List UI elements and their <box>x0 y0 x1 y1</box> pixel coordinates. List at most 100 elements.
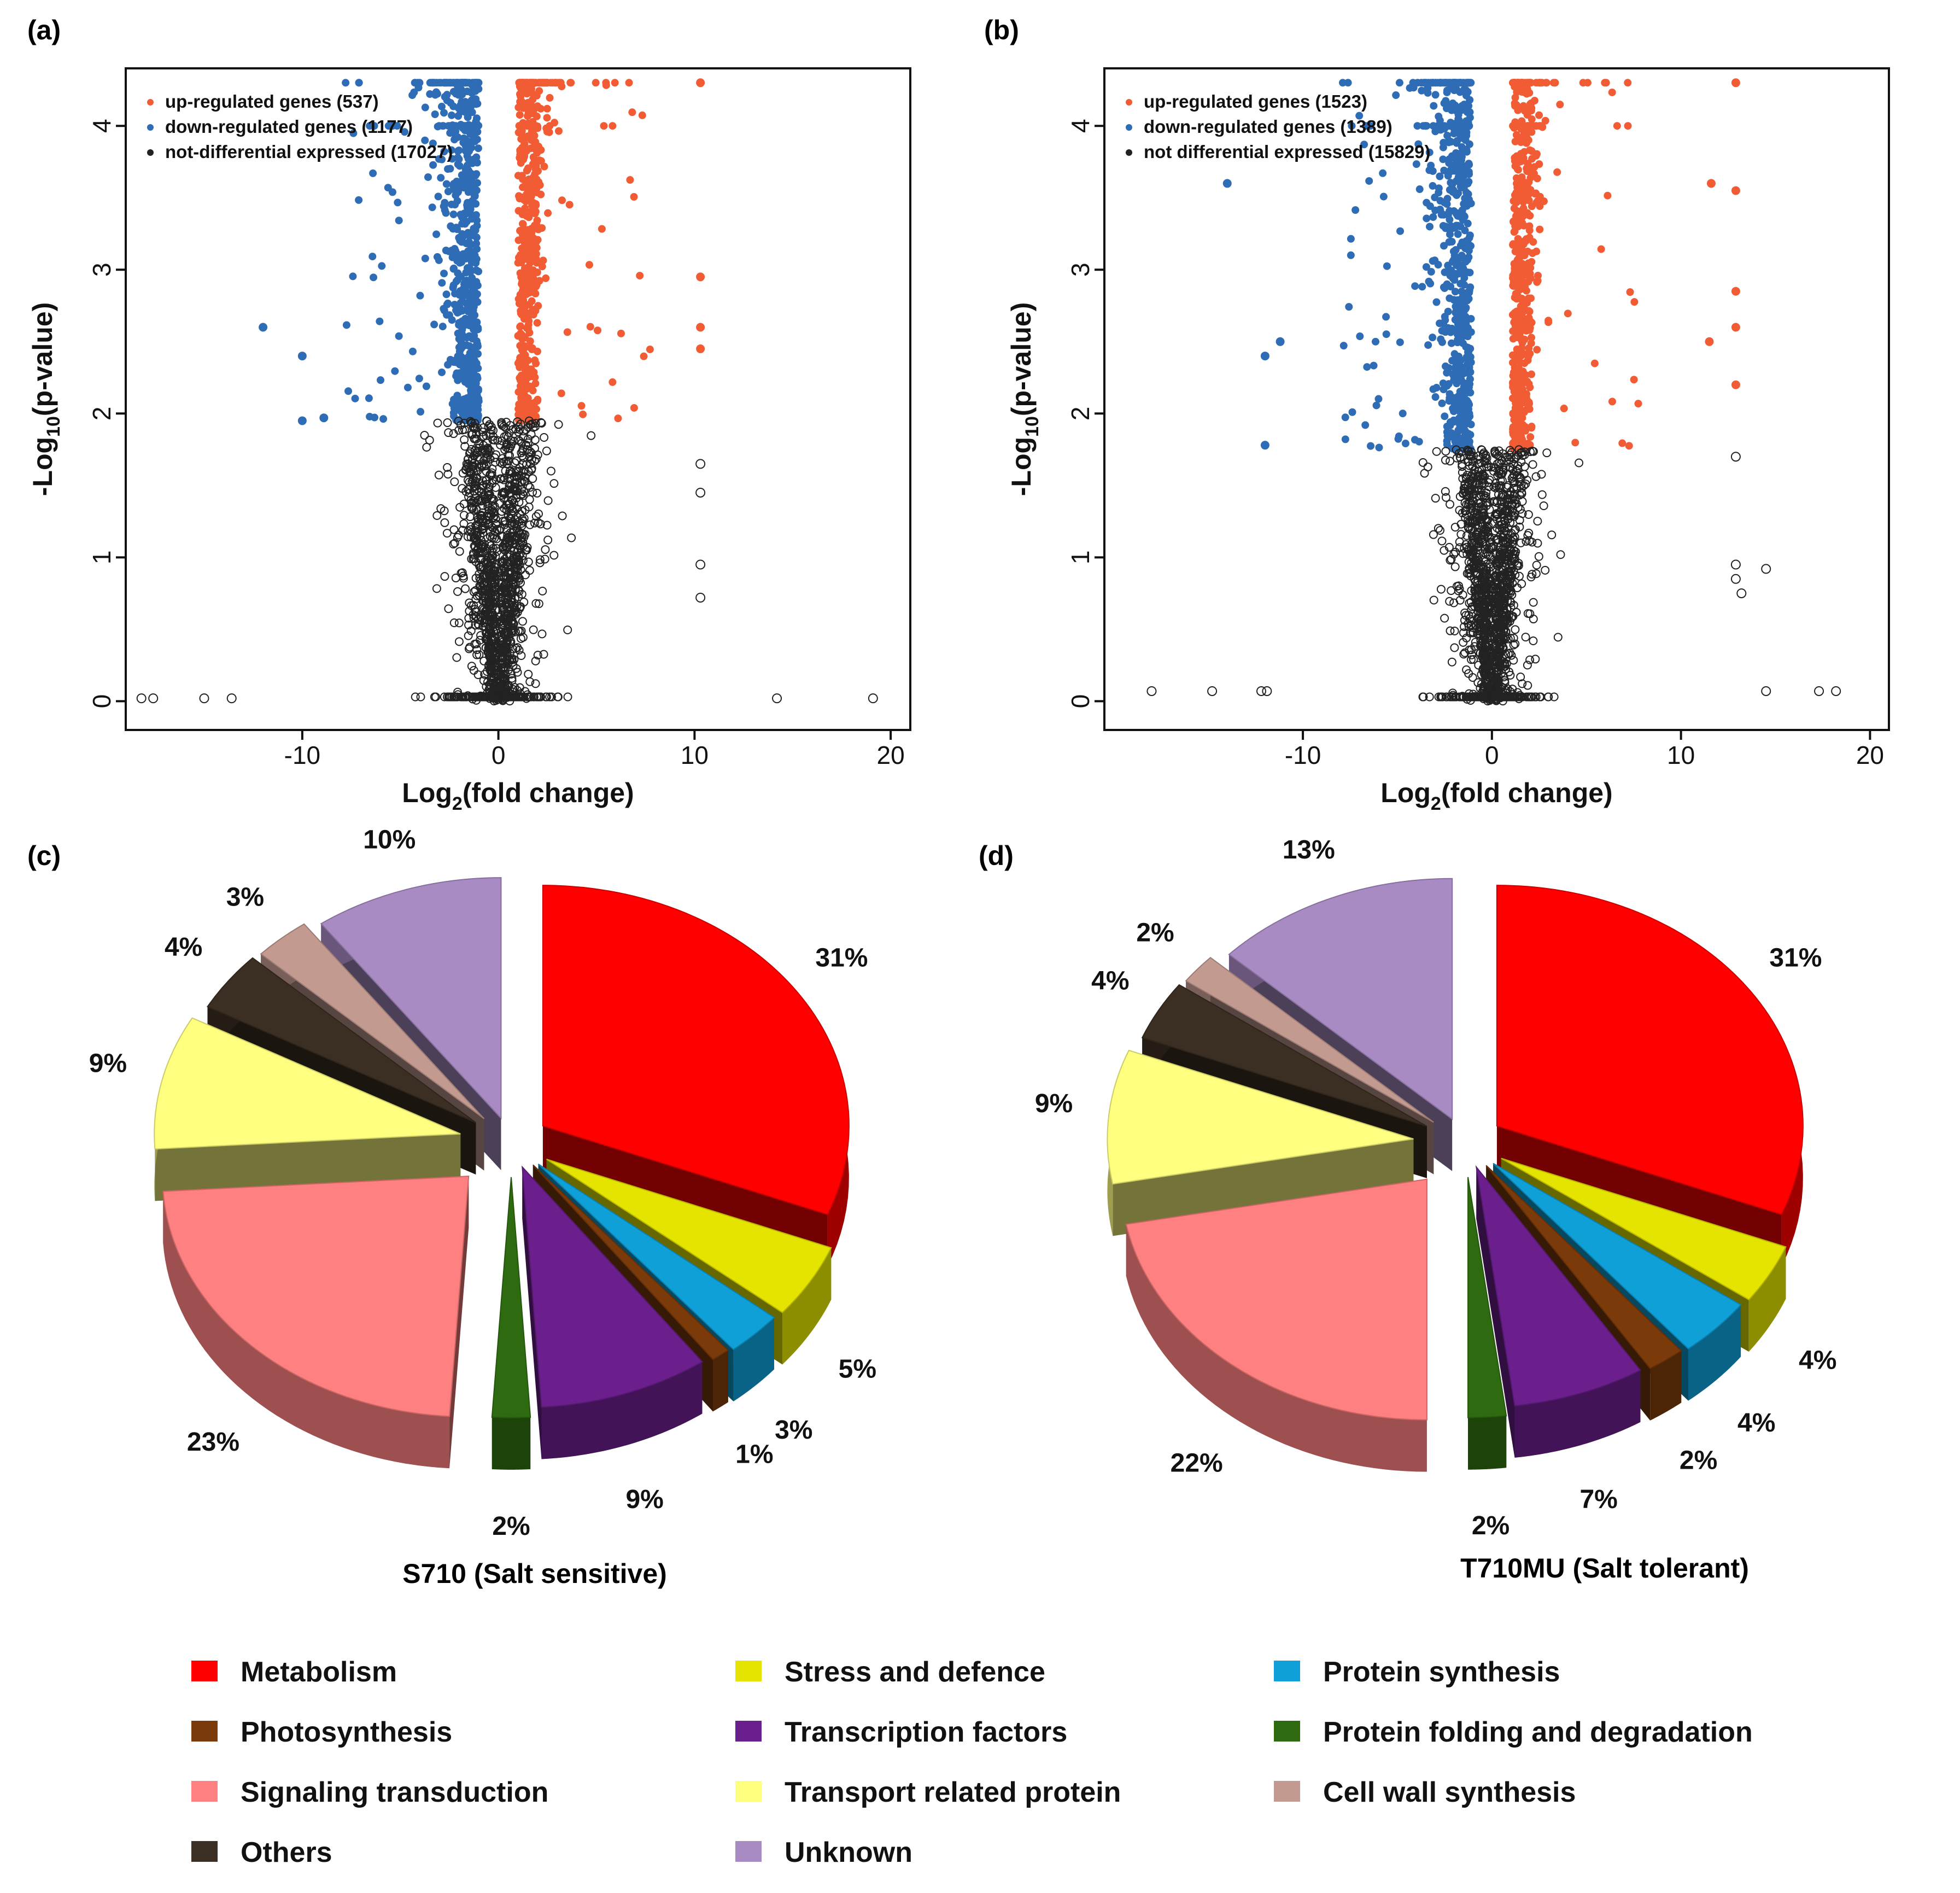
down-regulated-point <box>1464 88 1472 96</box>
down-regulated-point <box>1460 407 1468 415</box>
not-differential-point <box>538 586 547 595</box>
down-regulated-point <box>349 129 358 137</box>
down-regulated-point <box>458 220 466 228</box>
down-regulated-point <box>1447 328 1455 336</box>
up-regulated-point <box>1519 372 1528 380</box>
down-regulated-point <box>440 109 448 117</box>
up-regulated-point <box>636 272 644 280</box>
not-differential-point <box>485 651 494 660</box>
not-differential-point <box>506 627 516 636</box>
down-regulated-point <box>454 269 462 277</box>
not-differential-point <box>454 530 463 540</box>
not-differential-point <box>1450 643 1459 652</box>
down-regulated-point <box>438 323 447 331</box>
down-regulated-point <box>1345 303 1353 311</box>
up-regulated-point <box>1533 278 1541 286</box>
down-regulated-point <box>468 274 476 282</box>
up-regulated-point <box>585 261 593 269</box>
not-differential-point <box>478 446 487 455</box>
outlier-point <box>297 416 307 425</box>
down-regulated-point <box>472 239 481 248</box>
down-regulated-point <box>414 84 423 92</box>
not-differential-point <box>545 692 554 702</box>
down-regulated-point <box>1444 211 1452 219</box>
up-regulated-point <box>527 406 535 414</box>
not-differential-point <box>483 519 493 529</box>
down-regulated-point <box>1465 170 1473 178</box>
down-regulated-point <box>470 402 478 410</box>
not-differential-point <box>510 508 519 517</box>
down-regulated-point <box>379 415 388 423</box>
down-regulated-point <box>1347 251 1355 259</box>
up-regulated-point <box>1597 245 1605 253</box>
down-regulated-point <box>1413 122 1421 130</box>
down-regulated-point <box>461 98 470 106</box>
down-regulated-point <box>435 256 443 264</box>
up-regulated-point <box>625 79 633 87</box>
not-differential-point <box>483 692 492 702</box>
down-regulated-point <box>469 185 477 193</box>
not-differential-point <box>481 454 490 463</box>
not-differential-point <box>462 692 471 702</box>
up-regulated-point <box>1513 420 1521 429</box>
up-regulated-point <box>1528 104 1536 112</box>
not-differential-point <box>543 496 553 505</box>
not-differential-point <box>454 425 464 435</box>
down-regulated-point <box>470 407 478 416</box>
not-differential-point <box>474 621 483 630</box>
not-differential-point <box>506 528 515 537</box>
up-regulated-point <box>545 128 553 136</box>
up-regulated-point <box>518 278 526 286</box>
not-differential-point <box>493 547 502 556</box>
down-regulated-point <box>442 247 450 255</box>
outlier-point <box>297 352 307 361</box>
up-regulated-point <box>579 410 587 418</box>
not-differential-point <box>541 692 551 702</box>
down-regulated-point <box>1442 362 1450 370</box>
not-differential-point <box>511 559 520 569</box>
up-regulated-point <box>522 145 530 154</box>
not-differential-point <box>513 668 522 677</box>
down-regulated-point <box>1446 238 1454 246</box>
up-regulated-point <box>526 369 535 377</box>
not-differential-point <box>422 442 431 452</box>
down-regulated-point <box>441 93 449 101</box>
up-regulated-point <box>1513 212 1522 220</box>
not-differential-point <box>506 692 516 702</box>
up-regulated-point <box>1525 307 1533 315</box>
not-differential-point <box>539 650 548 659</box>
down-regulated-point <box>463 166 471 174</box>
not-differential-point <box>496 645 506 655</box>
down-regulated-point <box>456 259 464 267</box>
not-differential-point <box>523 438 533 447</box>
not-differential-point <box>530 435 540 445</box>
down-regulated-point <box>464 406 472 414</box>
down-regulated-point <box>1365 177 1373 185</box>
not-differential-point <box>1537 490 1547 499</box>
up-regulated-point <box>1525 405 1534 413</box>
up-regulated-point <box>638 111 646 119</box>
not-differential-point <box>542 521 552 530</box>
up-regulated-point <box>1515 407 1523 415</box>
up-regulated-point <box>546 94 554 102</box>
up-regulated-point <box>1608 398 1616 406</box>
down-regulated-point <box>1436 197 1444 205</box>
not-differential-point <box>1553 633 1563 642</box>
down-regulated-point <box>463 250 471 258</box>
not-differential-point <box>507 616 517 625</box>
not-differential-point <box>533 651 542 660</box>
down-regulated-point <box>421 254 429 262</box>
not-differential-point <box>512 487 521 496</box>
not-differential-point <box>515 425 524 434</box>
up-regulated-point <box>617 329 625 337</box>
not-differential-point <box>469 601 478 610</box>
not-differential-point <box>525 495 534 504</box>
up-regulated-point <box>516 269 524 277</box>
up-regulated-point <box>528 308 536 316</box>
not-differential-point <box>516 578 525 587</box>
not-differential-point <box>513 561 523 570</box>
not-differential-point <box>482 475 492 484</box>
up-regulated-point <box>630 192 638 201</box>
down-regulated-point <box>378 262 386 270</box>
